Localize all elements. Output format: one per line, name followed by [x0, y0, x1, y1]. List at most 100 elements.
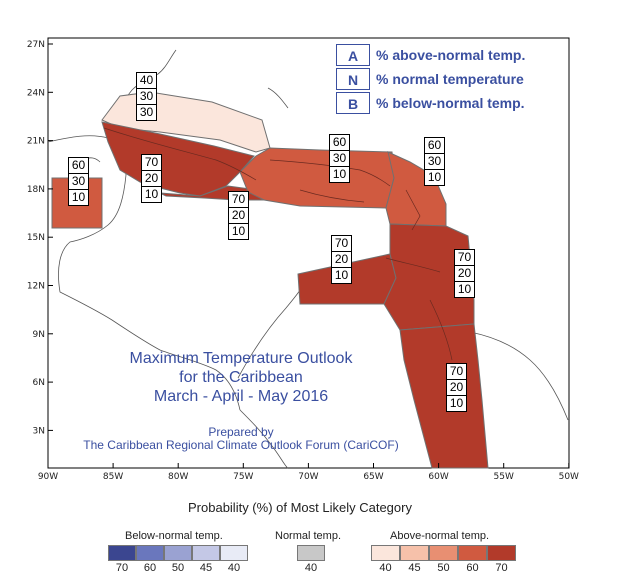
- prob-normal: 20: [142, 171, 161, 187]
- colorbar-value: 40: [304, 562, 318, 574]
- colorbar-swatch: [371, 545, 400, 561]
- prob-above: 60: [69, 158, 88, 174]
- region-guianas: [399, 323, 489, 469]
- prob-normal: 20: [229, 208, 248, 224]
- colorbar-swatch: [108, 545, 136, 561]
- lat-tick-label: 3N: [33, 426, 45, 436]
- prob-below: 30: [139, 105, 154, 119]
- colorbar-value: 60: [466, 562, 479, 574]
- lon-tick-label: 75W: [233, 472, 253, 482]
- lon-tick-label: 90W: [38, 472, 58, 482]
- category-legend: A % above-normal temp. N % normal temper…: [336, 40, 555, 118]
- prob-normal: 20: [447, 380, 466, 396]
- lat-tick-label: 27N: [27, 40, 45, 50]
- prob-box-bahamas: 40 30 30: [136, 72, 157, 121]
- title-line-3: March - April - May 2016: [153, 388, 329, 405]
- longitude-ticks: 90W 85W 80W 75W 70W 65W 60W 55W 50W: [38, 463, 579, 482]
- latitude-ticks: 27N 24N 21N 18N 15N 12N 9N 6N 3N: [27, 40, 53, 436]
- title-line-2: for the Caribbean: [179, 369, 303, 386]
- colorbar-swatch: [429, 545, 458, 561]
- below-normal-label: Below-normal temp.: [125, 530, 223, 542]
- colorbar-swatch: [487, 545, 516, 561]
- prob-normal: 30: [69, 174, 88, 190]
- lat-tick-label: 21N: [27, 137, 45, 147]
- prob-box-cuba: 70 20 10: [141, 154, 162, 203]
- colorbar-value: 40: [379, 562, 392, 574]
- prob-below: 10: [457, 282, 472, 296]
- legend-row-below: B % below-normal temp.: [336, 92, 555, 114]
- lon-tick-label: 60W: [428, 472, 448, 482]
- prob-normal: 30: [425, 154, 444, 170]
- prob-above: 70: [229, 192, 248, 208]
- colorbar-value: 40: [227, 562, 241, 574]
- prob-below: 10: [332, 167, 347, 181]
- prob-above: 70: [142, 155, 161, 171]
- colorbar-swatch: [400, 545, 429, 561]
- lon-tick-label: 50W: [559, 472, 579, 482]
- lon-tick-label: 55W: [494, 472, 514, 482]
- colorbar-title: Probability (%) of Most Likely Category: [188, 500, 412, 515]
- legend-letter: B: [336, 92, 370, 114]
- prob-normal: 30: [330, 151, 349, 167]
- prob-below: 10: [71, 190, 86, 204]
- island-outlines: [103, 127, 453, 361]
- prob-above: 70: [447, 364, 466, 380]
- prob-below: 10: [449, 396, 464, 410]
- title-line-1: Maximum Temperature Outlook: [129, 350, 353, 367]
- colorbar-value: 70: [115, 562, 129, 574]
- prob-below: 10: [334, 268, 349, 282]
- lon-tick-label: 70W: [298, 472, 318, 482]
- legend-text: % below-normal temp.: [376, 95, 525, 111]
- prob-box-windward: 70 20 10: [454, 249, 475, 298]
- prepared-by: Prepared by The Caribbean Regional Clima…: [66, 426, 416, 452]
- prob-below: 10: [427, 170, 442, 184]
- prob-above: 60: [330, 135, 349, 151]
- prob-box-abc: 70 20 10: [331, 235, 352, 284]
- lat-tick-label: 18N: [27, 185, 45, 195]
- legend-letter: A: [336, 44, 370, 66]
- prepared-line-1: Prepared by: [208, 425, 274, 439]
- above-normal-label: Above-normal temp.: [390, 530, 490, 542]
- prob-below: 10: [144, 187, 159, 201]
- legend-text: % above-normal temp.: [376, 47, 526, 63]
- colorbar-value: 50: [437, 562, 450, 574]
- colorbar-swatch: [458, 545, 487, 561]
- colorbar-swatch: [192, 545, 220, 561]
- prob-above: 40: [137, 73, 156, 89]
- prob-above: 70: [455, 250, 474, 266]
- map-title: Maximum Temperature Outlook for the Cari…: [96, 349, 386, 406]
- colorbar-value: 45: [199, 562, 213, 574]
- prob-above: 70: [332, 236, 351, 252]
- prob-below: 10: [231, 224, 246, 238]
- normal-label: Normal temp.: [275, 530, 342, 542]
- prob-above: 60: [425, 138, 444, 154]
- legend-text: % normal temperature: [376, 71, 524, 87]
- lon-tick-label: 65W: [363, 472, 383, 482]
- lat-tick-label: 15N: [27, 233, 45, 243]
- colorbar-swatch: [220, 545, 248, 561]
- colorbar-swatch: [297, 545, 325, 561]
- prob-box-guianas: 70 20 10: [446, 363, 467, 412]
- colorbar-swatch: [136, 545, 164, 561]
- lat-tick-label: 9N: [33, 330, 45, 340]
- colorbar-value: 50: [171, 562, 185, 574]
- prob-normal: 20: [455, 266, 474, 282]
- prob-normal: 20: [332, 252, 351, 268]
- prob-box-hispaniola: 60 30 10: [329, 134, 350, 183]
- lat-tick-label: 24N: [27, 88, 45, 98]
- lon-tick-label: 85W: [103, 472, 123, 482]
- legend-row-normal: N % normal temperature: [336, 68, 555, 90]
- legend-letter: N: [336, 68, 370, 90]
- colorbar-value: 60: [143, 562, 157, 574]
- colorbar-swatch: [164, 545, 192, 561]
- region-hispaniola: [239, 147, 395, 209]
- colorbar-value: 45: [408, 562, 421, 574]
- lon-tick-label: 80W: [168, 472, 188, 482]
- lat-tick-label: 12N: [27, 282, 45, 292]
- prepared-line-2: The Caribbean Regional Climate Outlook F…: [83, 438, 399, 452]
- lat-tick-label: 6N: [33, 378, 45, 388]
- prob-normal: 30: [137, 89, 156, 105]
- prob-box-belize: 60 30 10: [68, 157, 89, 206]
- prob-box-jamaica: 70 20 10: [228, 191, 249, 240]
